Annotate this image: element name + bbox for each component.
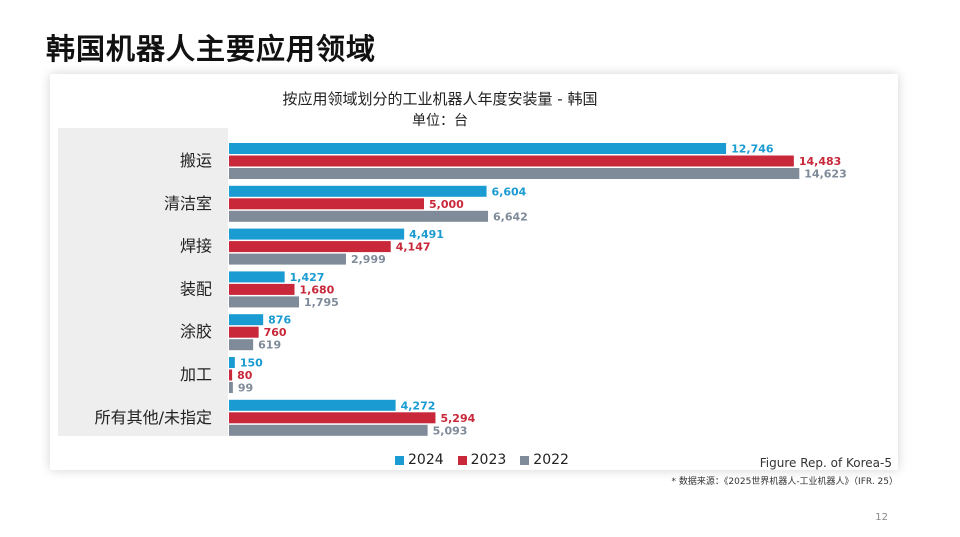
data-label-2024: 4,272: [401, 399, 436, 412]
bar-2024: [229, 399, 396, 411]
bar-2024: [229, 271, 285, 283]
data-label-2022: 99: [238, 382, 253, 395]
legend-label-2024: 2024: [408, 452, 444, 468]
legend-label-2023: 2023: [470, 452, 507, 468]
data-label-2022: 5,093: [433, 424, 468, 437]
data-label-2024: 6,604: [492, 185, 527, 198]
data-label-2022: 619: [258, 339, 281, 352]
data-label-2023: 14,483: [799, 155, 841, 168]
bar-2024: [229, 143, 727, 154]
data-label-2023: 1,680: [300, 283, 335, 296]
data-label-2023: 80: [237, 369, 253, 382]
category-label: 加工: [180, 365, 212, 384]
bar-2024: [229, 228, 405, 240]
data-label-2022: 1,795: [304, 296, 339, 309]
source-note: * 数据来源：《2025世界机器人-工业机器人》（IFR. 25）: [671, 477, 898, 487]
legend-swatch-2024: [395, 455, 404, 465]
page-number: 12: [875, 512, 888, 523]
bar-2023: [229, 198, 424, 210]
data-label-2023: 5,000: [429, 198, 464, 211]
legend-item-2022: 2022: [520, 452, 569, 468]
data-label-2024: 150: [240, 357, 263, 370]
bar-2024: [229, 185, 487, 197]
category-label: 所有其他/未指定: [95, 408, 212, 427]
data-label-2023: 4,147: [396, 241, 431, 254]
figure-reference: Figure Rep. of Korea-5: [759, 456, 892, 470]
legend-swatch-2023: [457, 455, 467, 465]
chart-title: 按应用领域划分的工业机器人年度安装量 - 韩国: [282, 90, 598, 108]
data-label-2024: 876: [268, 314, 291, 327]
bar-2023: [229, 326, 259, 338]
bar-2022: [229, 253, 346, 265]
category-label: 清洁室: [164, 194, 212, 213]
category-label: 焊接: [180, 237, 212, 256]
legend-item-2023: 2023: [457, 452, 507, 468]
category-label: 搬运: [180, 151, 212, 170]
chart-legend: 2024 2023 2022: [395, 452, 583, 468]
data-label-2022: 6,642: [493, 210, 528, 223]
data-label-2023: 5,294: [440, 412, 475, 425]
bar-2022: [229, 424, 428, 436]
bar-2022: [229, 210, 489, 222]
bar-2024: [229, 314, 264, 326]
category-label: 涂胶: [180, 322, 212, 341]
legend-item-2024: 2024: [395, 452, 444, 468]
category-band: [58, 128, 228, 436]
legend-label-2022: 2022: [533, 452, 569, 468]
bar-2022: [229, 339, 254, 351]
category-label: 装配: [180, 279, 212, 298]
data-label-2023: 760: [264, 326, 287, 339]
bar-2022: [229, 296, 300, 308]
data-label-2024: 4,491: [409, 228, 444, 241]
bar-2023: [229, 155, 794, 167]
bar-2023: [229, 369, 233, 381]
bar-2023: [229, 241, 391, 253]
data-label-2022: 14,623: [804, 168, 846, 181]
data-label-2024: 1,427: [290, 271, 325, 284]
chart-subtitle: 单位：台: [412, 113, 468, 129]
bar-2022: [229, 382, 233, 393]
bar-2024: [229, 357, 235, 368]
bar-2023: [229, 283, 295, 295]
data-label-2024: 12,746: [731, 143, 774, 156]
slide-title: 韩国机器人主要应用领域: [46, 32, 377, 66]
legend-swatch-2022: [520, 455, 530, 465]
data-label-2022: 2,999: [351, 253, 386, 266]
bar-2023: [229, 412, 436, 424]
bar-2022: [229, 168, 800, 179]
